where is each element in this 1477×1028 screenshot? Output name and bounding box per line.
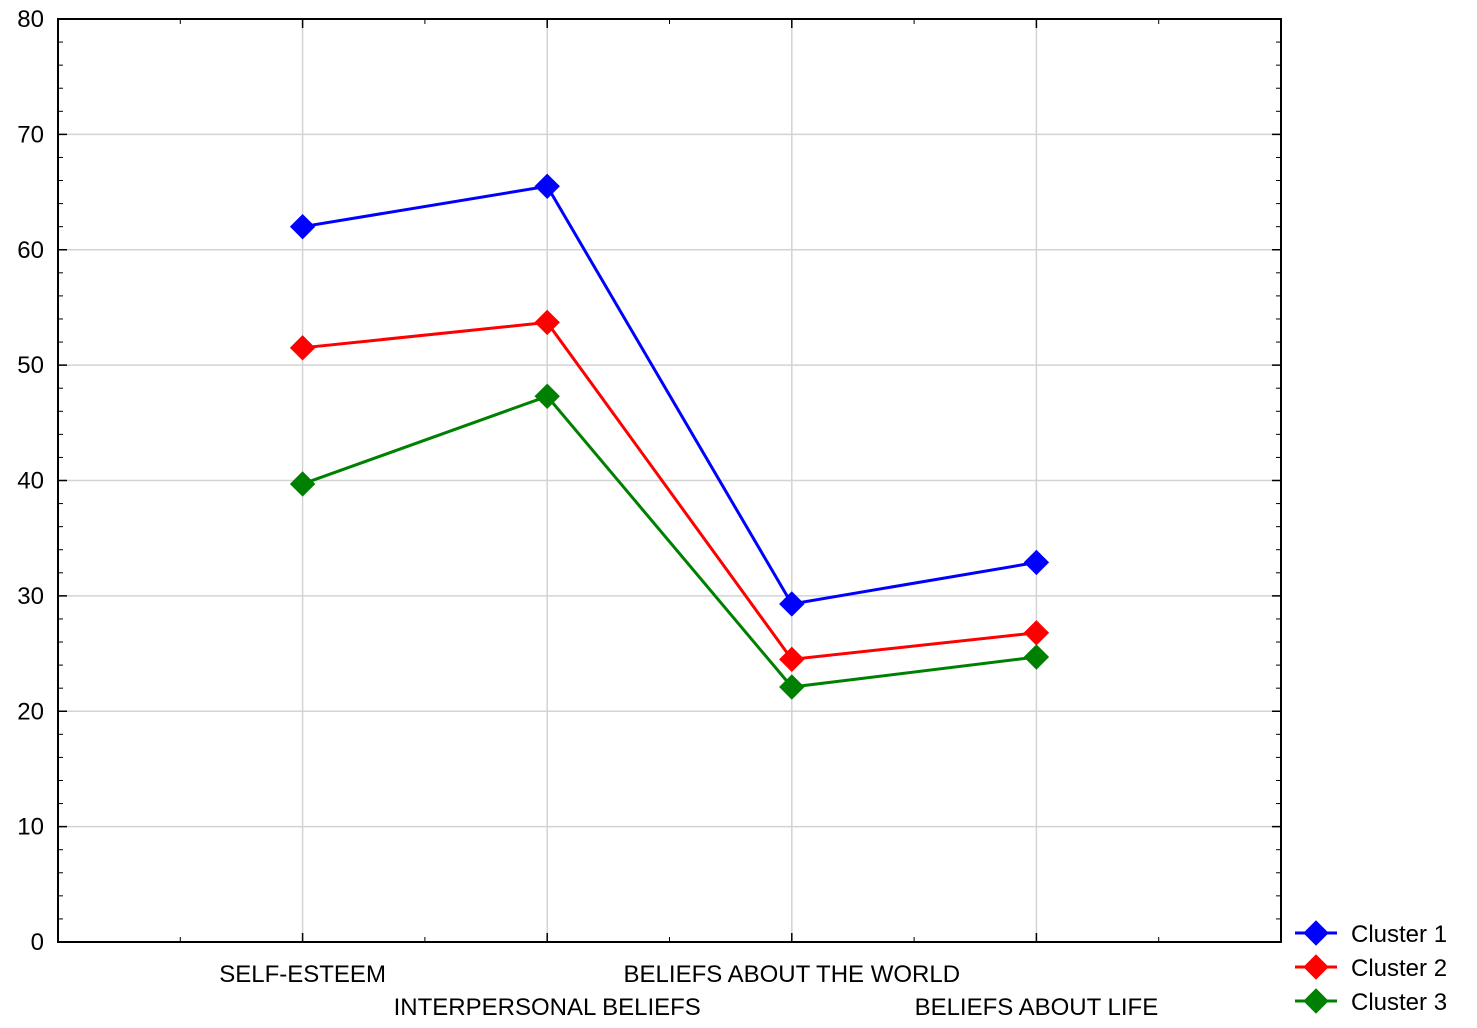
y-axis-tick-labels: 0 10 20 30 40 50 60 70 80 [17, 6, 44, 956]
y-tick-label: 30 [17, 583, 44, 610]
x-axis-category-labels: SELF-ESTEEM INTERPERSONAL BELIEFS BELIEFS … [219, 961, 1158, 1021]
legend-label: Cluster 1 [1351, 921, 1447, 948]
y-tick-label: 70 [17, 121, 44, 148]
series-line [302, 320, 1037, 661]
data-point-marker [1023, 549, 1050, 576]
series-layer [289, 173, 1050, 700]
series-3 [289, 383, 1050, 700]
x-category-label: INTERPERSONAL BELIEFS [394, 994, 701, 1021]
data-point-marker [779, 674, 805, 700]
series-2 [289, 309, 1050, 673]
data-point-marker [534, 383, 560, 409]
legend-item: Cluster 3 [1295, 988, 1447, 1016]
y-tick-label: 10 [17, 814, 44, 841]
y-tick-label: 60 [17, 237, 44, 264]
legend-marker-diamond-icon [1303, 954, 1329, 980]
data-point-marker [779, 646, 805, 673]
data-point-marker [534, 309, 560, 336]
data-point-marker [289, 213, 316, 240]
data-point-marker [289, 335, 316, 361]
series-line [302, 184, 1037, 606]
data-point-marker [1023, 644, 1050, 670]
y-tick-label: 80 [17, 6, 44, 33]
y-tick-label: 20 [17, 698, 44, 725]
x-category-label: BELIEFS ABOUT THE WORLD [624, 961, 961, 988]
legend-label: Cluster 2 [1351, 955, 1447, 982]
data-point-marker [779, 591, 805, 617]
data-point-marker [534, 173, 560, 200]
legend: Cluster 1 Cluster 2 Cluster 3 [1295, 920, 1447, 1016]
legend-marker-diamond-icon [1303, 920, 1329, 946]
x-category-label: SELF-ESTEEM [219, 961, 386, 988]
x-category-label: BELIEFS ABOUT LIFE [915, 994, 1159, 1021]
series-1 [289, 173, 1050, 617]
legend-marker-diamond-icon [1303, 988, 1329, 1014]
y-tick-label: 40 [17, 468, 44, 495]
series-line [302, 394, 1037, 689]
y-tick-label: 0 [31, 929, 44, 956]
legend-item: Cluster 1 [1295, 920, 1447, 948]
grid [58, 19, 1281, 942]
legend-label: Cluster 3 [1351, 989, 1447, 1016]
y-tick-label: 50 [17, 352, 44, 379]
axis-ticks [58, 18, 1281, 943]
data-point-marker [289, 471, 316, 497]
data-point-marker [1023, 620, 1050, 646]
legend-item: Cluster 2 [1295, 954, 1447, 982]
